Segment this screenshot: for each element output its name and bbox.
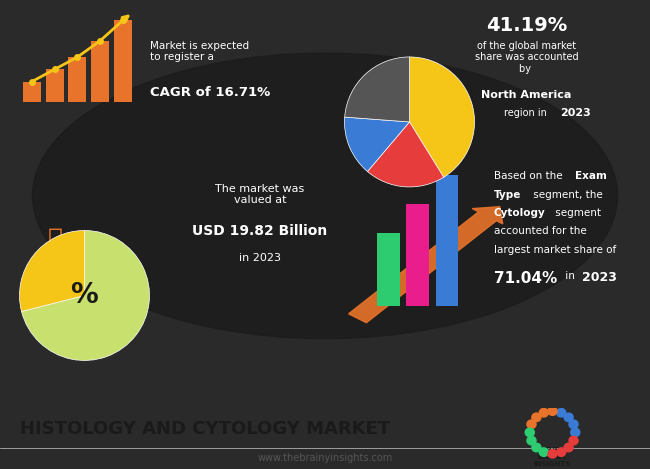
Text: The market was
valued at: The market was valued at [215,184,305,205]
Circle shape [548,449,557,458]
Text: North America: North America [481,90,572,100]
FancyBboxPatch shape [23,82,41,102]
FancyBboxPatch shape [436,175,458,306]
FancyBboxPatch shape [46,69,64,102]
Circle shape [571,428,580,437]
Circle shape [532,443,541,452]
FancyBboxPatch shape [377,233,400,306]
Text: Market is expected
to register a: Market is expected to register a [150,41,248,62]
Text: of the global market
share was accounted
by: of the global market share was accounted… [474,41,578,74]
Wedge shape [410,57,474,177]
Circle shape [564,443,573,452]
Circle shape [569,420,578,429]
Circle shape [569,436,578,445]
Wedge shape [367,122,444,187]
Circle shape [556,408,566,417]
FancyBboxPatch shape [68,57,86,102]
Text: CAGR of 16.71%: CAGR of 16.71% [150,86,270,98]
Circle shape [564,413,573,422]
Text: 2023: 2023 [560,108,591,118]
Text: %: % [71,281,98,310]
Wedge shape [20,230,84,311]
Circle shape [548,407,557,416]
Text: 71.04%: 71.04% [494,272,557,287]
Text: www.thebrainyinsights.com: www.thebrainyinsights.com [257,453,393,463]
FancyBboxPatch shape [114,21,132,102]
Circle shape [540,448,549,456]
Wedge shape [21,230,150,361]
Circle shape [525,428,534,437]
Ellipse shape [32,53,617,339]
Circle shape [527,420,536,429]
Text: 🛒: 🛒 [47,227,63,251]
Text: Type: Type [494,190,521,200]
Text: 41.19%: 41.19% [486,16,567,35]
Text: in 2023: in 2023 [239,253,281,263]
Circle shape [532,413,541,422]
Text: 2023: 2023 [582,272,617,284]
Text: segment: segment [552,208,601,218]
Circle shape [527,436,536,445]
Text: segment, the: segment, the [530,190,603,200]
Text: HISTOLOGY AND CYTOLOGY MARKET: HISTOLOGY AND CYTOLOGY MARKET [20,420,389,439]
Text: USD 19.82 Billion: USD 19.82 Billion [192,225,328,238]
Text: THE
BRAINY
INSIGHTS: THE BRAINY INSIGHTS [534,447,571,467]
Wedge shape [344,57,410,122]
Circle shape [540,408,549,417]
Wedge shape [344,117,410,172]
Text: region in: region in [504,108,549,118]
FancyBboxPatch shape [91,41,109,102]
Text: largest market share of: largest market share of [494,245,616,255]
Text: accounted for the: accounted for the [494,227,587,236]
Text: in: in [562,272,578,281]
Text: Cytology: Cytology [494,208,546,218]
Text: Exam: Exam [575,171,607,182]
FancyBboxPatch shape [406,204,429,306]
Circle shape [556,448,566,456]
FancyArrow shape [348,207,502,323]
Text: Based on the: Based on the [494,171,566,182]
